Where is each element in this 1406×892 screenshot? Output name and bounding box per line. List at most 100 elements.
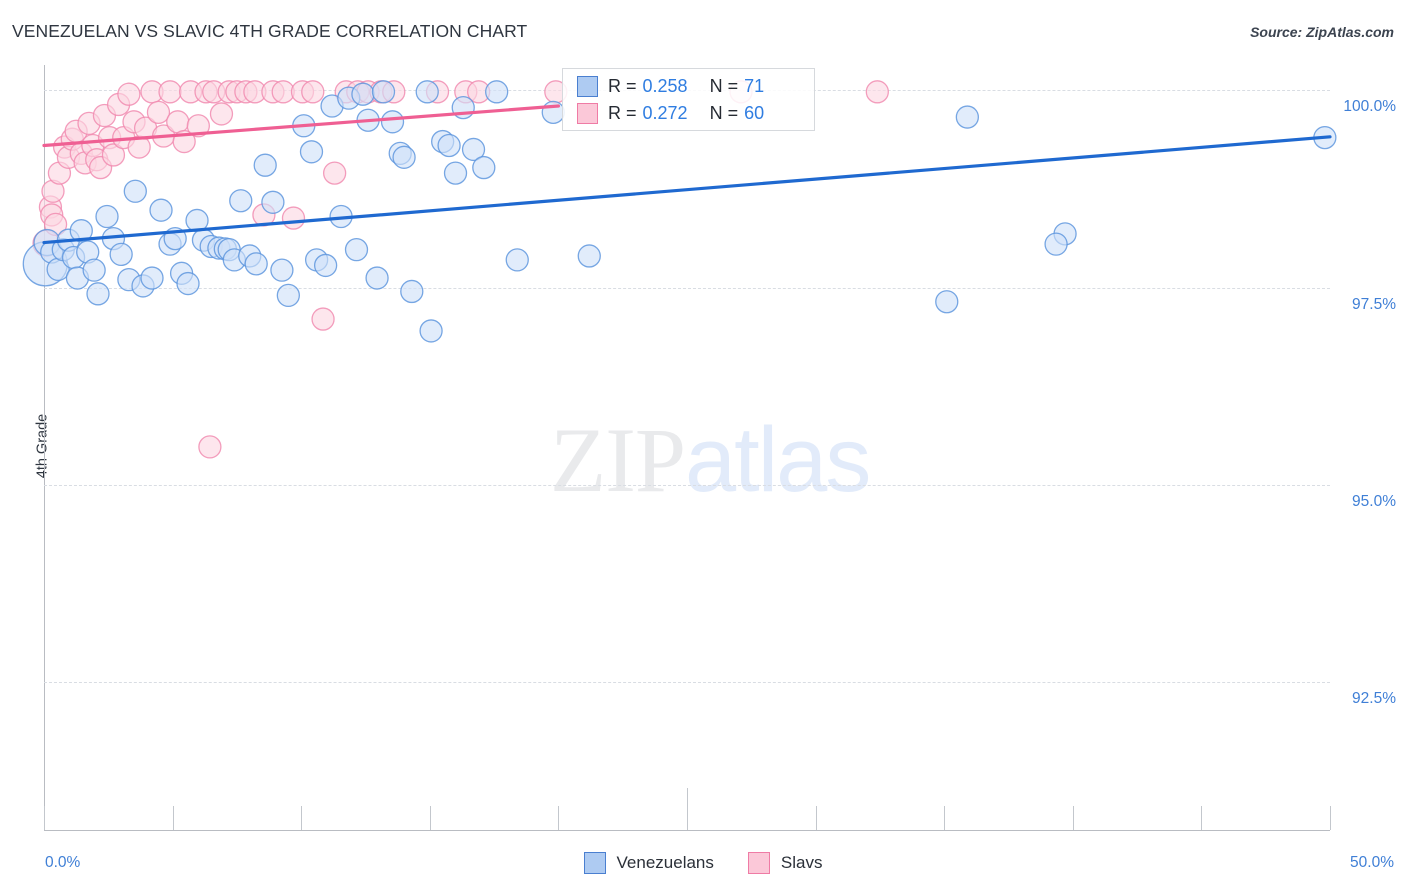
x-axis-tick [944, 806, 946, 830]
x-axis-tick [44, 806, 45, 830]
x-axis-label-max: 50.0% [1350, 854, 1394, 871]
trendline-venezuelans [42, 135, 1332, 245]
page-title: VENEZUELAN VS SLAVIC 4TH GRADE CORRELATI… [12, 21, 528, 41]
gridline [44, 287, 1330, 289]
scatter-point[interactable] [109, 242, 133, 267]
scatter-point[interactable] [935, 290, 959, 314]
scatter-point[interactable] [186, 114, 210, 138]
legend-item-slavs[interactable]: Slavs [747, 852, 823, 874]
scatter-point[interactable] [443, 161, 468, 185]
stats-n-value-venezuelans: 71 [744, 75, 765, 96]
scatter-point[interactable] [380, 110, 405, 134]
x-axis-tick [1201, 806, 1203, 830]
scatter-point[interactable] [95, 204, 119, 229]
scatter-point[interactable] [505, 248, 529, 272]
scatter-point[interactable] [158, 80, 182, 104]
scatter-point[interactable] [461, 137, 486, 162]
scatter-point[interactable] [149, 198, 173, 222]
scatter-point[interactable] [371, 80, 396, 104]
scatter-point[interactable] [261, 190, 285, 214]
scatter-point[interactable] [101, 143, 126, 167]
scatter-point[interactable] [865, 80, 889, 104]
scatter-point[interactable] [166, 110, 190, 134]
scatter-point[interactable] [301, 80, 325, 104]
stats-n-key-venezuelans: N = [709, 75, 739, 96]
scatter-point[interactable] [281, 206, 306, 230]
watermark-atlas: atlas [685, 409, 871, 511]
scatter-point[interactable] [311, 307, 335, 331]
scatter-point[interactable] [419, 319, 443, 343]
stats-n-value-slavs: 60 [744, 102, 765, 123]
zipatlas-watermark: ZIPatlas [550, 414, 871, 506]
scatter-point[interactable] [955, 105, 979, 129]
scatter-point[interactable] [437, 133, 461, 158]
stats-swatch-slavs-icon [577, 102, 598, 124]
y-axis-line [44, 65, 45, 830]
stats-r-value-slavs: 0.272 [642, 102, 688, 123]
scatter-point[interactable] [176, 271, 200, 296]
stats-row-venezuelans: R = 0.258 N = 71 [577, 72, 764, 100]
x-axis-tick [815, 806, 817, 830]
legend-item-venezuelans[interactable]: Venezuelans [583, 852, 714, 874]
y-axis-tick-label: 100.0% [1343, 98, 1396, 116]
series-legend: Venezuelans Slavs [0, 852, 1406, 874]
legend-label-slavs: Slavs [780, 853, 823, 872]
scatter-point[interactable] [123, 179, 147, 203]
x-axis-tick [1330, 806, 1331, 830]
watermark-zip: ZIP [550, 409, 686, 511]
y-axis-tick-label: 97.5% [1352, 295, 1396, 313]
scatter-point[interactable] [82, 258, 106, 282]
legend-swatch-slavs-icon [747, 852, 770, 874]
scatter-point[interactable] [415, 80, 439, 104]
scatter-point[interactable] [244, 252, 268, 276]
scatter-point[interactable] [365, 266, 389, 290]
scatter-point[interactable] [313, 253, 338, 278]
scatter-point[interactable] [485, 80, 509, 104]
scatter-point[interactable] [117, 82, 141, 106]
scatter-point[interactable] [322, 161, 347, 185]
scatter-point[interactable] [270, 258, 294, 282]
scatter-point[interactable] [69, 219, 93, 243]
y-axis-tick-label: 92.5% [1352, 690, 1396, 708]
correlation-stats-box: R = 0.258 N = 71 R = 0.272 N = 60 [562, 68, 815, 131]
scatter-point[interactable] [229, 189, 253, 213]
source-attribution: Source: ZipAtlas.com [1250, 24, 1394, 40]
scatter-point[interactable] [209, 102, 234, 126]
x-axis-tick [1072, 806, 1074, 830]
stats-swatch-venezuelans-icon [577, 75, 598, 97]
scatter-point[interactable] [86, 282, 110, 306]
x-axis-tick [429, 806, 431, 830]
scatter-point[interactable] [299, 140, 324, 164]
x-axis-label-min: 0.0% [45, 854, 81, 871]
gridline [44, 682, 1330, 684]
scatter-point[interactable] [253, 153, 277, 177]
scatter-point[interactable] [198, 435, 222, 459]
scatter-point[interactable] [392, 145, 416, 169]
plot-area [22, 65, 1337, 830]
scatter-point[interactable] [541, 100, 565, 124]
scatter-point[interactable] [351, 82, 375, 106]
scatter-point[interactable] [1044, 232, 1068, 256]
x-axis-tick [558, 806, 560, 830]
legend-swatch-venezuelans-icon [583, 852, 606, 874]
gridline [44, 484, 1330, 486]
scatter-point[interactable] [276, 283, 300, 308]
x-axis-tick [301, 806, 303, 830]
scatter-point[interactable] [146, 100, 171, 124]
stats-row-slavs: R = 0.272 N = 60 [577, 99, 764, 127]
x-axis-tick [687, 788, 688, 830]
scatter-point[interactable] [472, 155, 496, 180]
trendline-slavs [42, 104, 561, 148]
scatter-point[interactable] [140, 266, 164, 290]
stats-r-key-venezuelans: R = [608, 75, 637, 96]
x-axis-line [44, 830, 1330, 831]
x-axis-tick [172, 806, 174, 830]
scatter-point[interactable] [344, 237, 369, 262]
y-axis-tick-label: 95.0% [1352, 492, 1396, 510]
scatter-point[interactable] [577, 244, 601, 268]
legend-label-venezuelans: Venezuelans [616, 853, 714, 872]
stats-r-key-slavs: R = [608, 102, 637, 123]
scatter-point[interactable] [400, 279, 424, 304]
stats-r-value-venezuelans: 0.258 [642, 75, 688, 96]
